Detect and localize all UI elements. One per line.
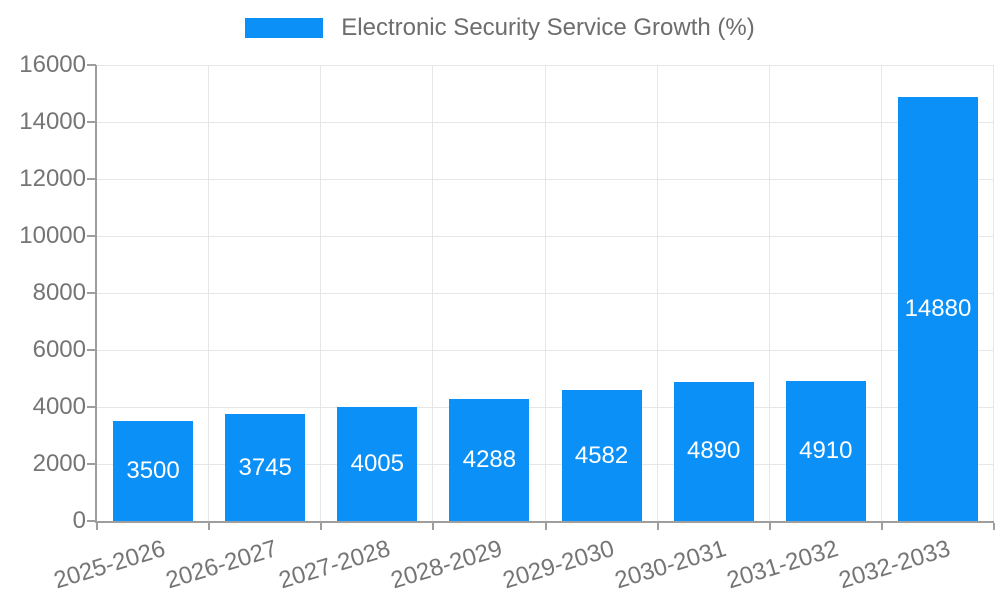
y-axis-tick-mark <box>87 235 96 237</box>
x-axis-tick-label: 2027-2028 <box>275 535 393 595</box>
y-axis-tick-label: 10000 <box>19 222 86 249</box>
bar-value-label: 4910 <box>799 437 853 465</box>
y-axis-tick-mark <box>87 178 96 180</box>
x-axis-tick-mark <box>656 523 659 530</box>
x-axis-tick-mark <box>993 523 995 530</box>
y-axis-tick-label: 8000 <box>32 279 86 306</box>
gridline-horizontal <box>97 464 994 465</box>
x-axis-tick-label: 2026-2027 <box>163 535 281 595</box>
plot-area: 3500 3745 4005 4288 4582 4890 4910 14880 <box>95 65 994 523</box>
x-axis-tick-label: 2025-2026 <box>51 535 169 595</box>
gridline-vertical <box>432 65 434 521</box>
bar-value-label: 14880 <box>904 294 972 322</box>
y-axis-tick-label: 4000 <box>32 393 86 420</box>
x-axis-tick-mark <box>320 523 323 530</box>
gridline-horizontal <box>97 179 994 180</box>
gridline-horizontal <box>97 65 994 66</box>
x-axis-tick-mark <box>208 523 211 530</box>
gridline-vertical <box>880 65 882 521</box>
y-axis-tick-mark <box>87 64 96 66</box>
bar[interactable]: 4582 <box>561 390 642 521</box>
x-axis-tick-mark <box>768 523 771 530</box>
y-axis-tick-label: 14000 <box>19 108 86 135</box>
bar[interactable]: 4288 <box>449 398 530 521</box>
x-axis-tick-label: 2032-2033 <box>835 535 954 595</box>
y-axis-tick-label: 0 <box>72 507 86 534</box>
gridline-vertical <box>320 65 322 521</box>
y-axis-tick-mark <box>87 406 96 408</box>
bar-value-label: 4005 <box>350 449 404 477</box>
bar-value-label: 4582 <box>574 441 629 469</box>
bar[interactable]: 14880 <box>897 96 978 521</box>
legend: Electronic Security Service Growth (%) <box>0 14 1000 42</box>
x-axis-tick-label: 2030-2031 <box>611 535 730 595</box>
gridline-horizontal <box>97 350 994 351</box>
x-axis-tick-mark <box>880 523 883 530</box>
x-axis-tick-mark <box>432 523 435 530</box>
y-axis-tick-label: 12000 <box>19 165 86 192</box>
y-axis-tick-label: 2000 <box>32 450 86 477</box>
bar-value-label: 3500 <box>126 457 180 485</box>
gridline-vertical <box>993 65 994 521</box>
gridline-horizontal <box>97 236 994 237</box>
bar-value-label: 3745 <box>238 453 292 481</box>
bar[interactable]: 4910 <box>785 381 866 521</box>
legend-label[interactable]: Electronic Security Service Growth (%) <box>341 14 755 41</box>
y-axis-tick-mark <box>87 121 96 123</box>
bar[interactable]: 3745 <box>225 414 306 521</box>
x-axis-tick-label: 2028-2029 <box>387 535 506 595</box>
x-axis-tick-label: 2031-2032 <box>723 535 842 595</box>
bar-value-label: 4890 <box>686 437 741 465</box>
bar[interactable]: 4005 <box>337 406 418 521</box>
gridline-horizontal <box>97 122 994 123</box>
legend-swatch[interactable] <box>245 18 324 38</box>
gridline-vertical <box>768 65 770 521</box>
y-axis-tick-mark <box>87 463 96 465</box>
gridline-vertical <box>656 65 658 521</box>
bar[interactable]: 4890 <box>673 381 754 521</box>
bar-value-label: 4288 <box>462 445 517 473</box>
y-axis-tick-label: 16000 <box>19 51 86 78</box>
gridline-horizontal <box>97 293 994 294</box>
x-axis-tick-mark <box>544 523 547 530</box>
y-axis-tick-mark <box>87 349 96 351</box>
x-axis-tick-mark <box>96 523 98 530</box>
gridline-vertical <box>544 65 546 521</box>
gridline-vertical <box>208 65 210 521</box>
y-axis-tick-mark <box>87 292 96 294</box>
y-axis-tick-label: 6000 <box>32 336 86 363</box>
y-axis-tick-mark <box>87 520 96 522</box>
gridline-horizontal <box>97 407 994 408</box>
x-axis-tick-label: 2029-2030 <box>499 535 618 595</box>
bar[interactable]: 3500 <box>113 421 194 521</box>
